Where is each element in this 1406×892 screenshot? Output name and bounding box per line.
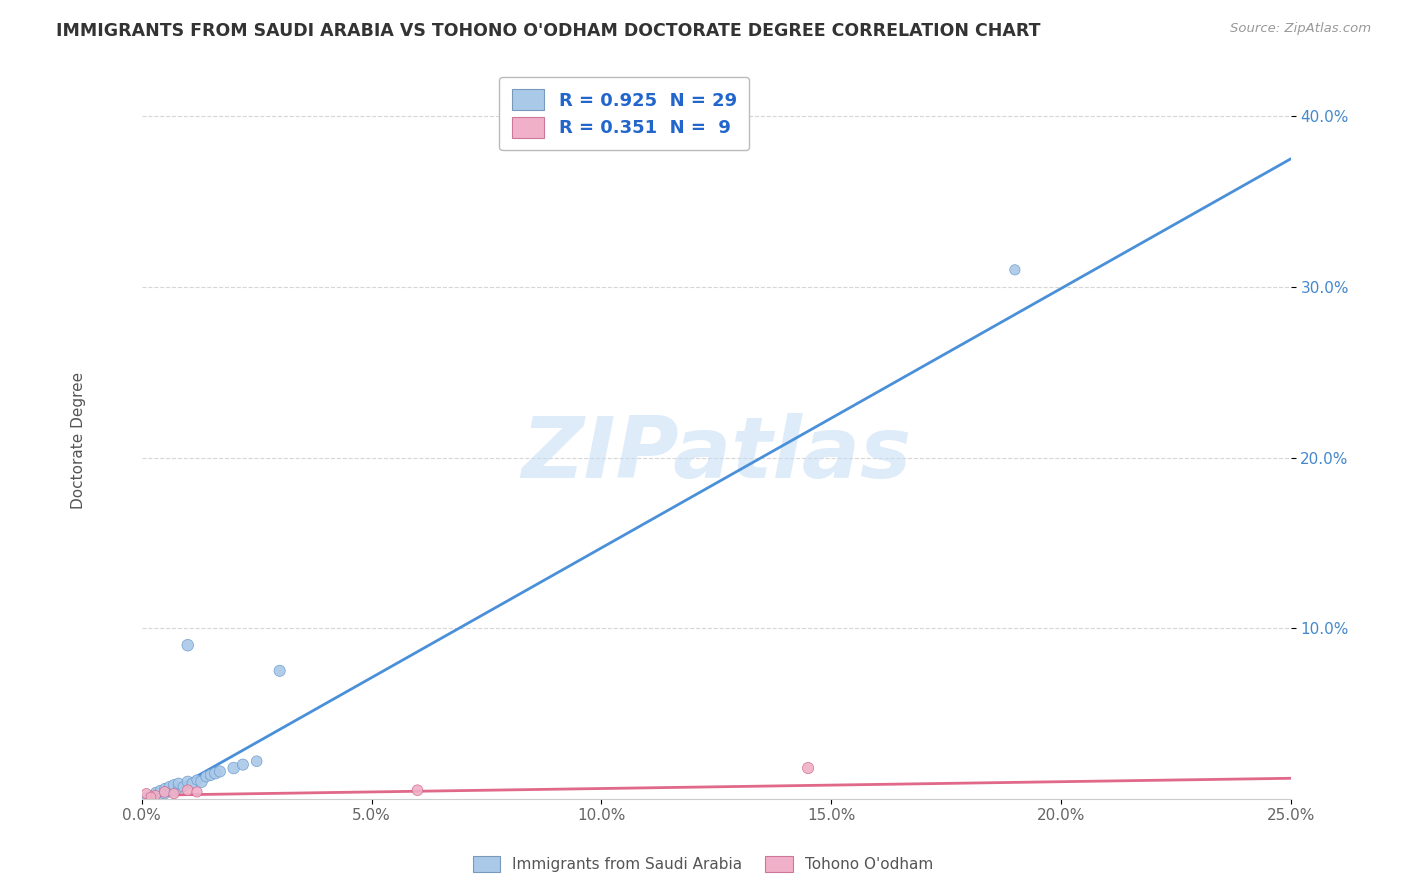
Point — [153, 785, 176, 799]
Point — [157, 780, 180, 794]
Point — [145, 785, 167, 799]
Point — [232, 757, 254, 772]
Point — [246, 754, 269, 768]
Point — [177, 638, 200, 652]
Point — [139, 790, 162, 805]
Point — [167, 776, 190, 790]
Point — [222, 761, 245, 775]
Point — [163, 783, 186, 797]
Point — [190, 774, 212, 789]
Point — [149, 789, 172, 803]
Point — [167, 781, 190, 796]
Point — [200, 768, 222, 782]
Legend: R = 0.925  N = 29, R = 0.351  N =  9: R = 0.925 N = 29, R = 0.351 N = 9 — [499, 77, 749, 150]
Point — [406, 783, 429, 797]
Point — [186, 772, 208, 787]
Point — [135, 787, 157, 801]
Point — [172, 780, 194, 794]
Point — [186, 785, 208, 799]
Point — [1004, 263, 1026, 277]
Point — [139, 789, 162, 803]
Point — [181, 776, 204, 790]
Text: ZIPatlas: ZIPatlas — [522, 413, 911, 496]
Point — [145, 787, 167, 801]
Point — [177, 774, 200, 789]
Point — [204, 766, 226, 780]
Point — [145, 789, 167, 803]
Y-axis label: Doctorate Degree: Doctorate Degree — [72, 372, 86, 509]
Point — [269, 664, 291, 678]
Point — [208, 764, 231, 779]
Text: IMMIGRANTS FROM SAUDI ARABIA VS TOHONO O'ODHAM DOCTORATE DEGREE CORRELATION CHAR: IMMIGRANTS FROM SAUDI ARABIA VS TOHONO O… — [56, 22, 1040, 40]
Point — [149, 783, 172, 797]
Point — [157, 785, 180, 799]
Point — [135, 790, 157, 805]
Text: Source: ZipAtlas.com: Source: ZipAtlas.com — [1230, 22, 1371, 36]
Point — [195, 770, 218, 784]
Point — [153, 781, 176, 796]
Point — [797, 761, 820, 775]
Point — [153, 787, 176, 801]
Point — [177, 783, 200, 797]
Point — [163, 778, 186, 792]
Legend: Immigrants from Saudi Arabia, Tohono O'odham: Immigrants from Saudi Arabia, Tohono O'o… — [465, 848, 941, 880]
Point — [163, 787, 186, 801]
